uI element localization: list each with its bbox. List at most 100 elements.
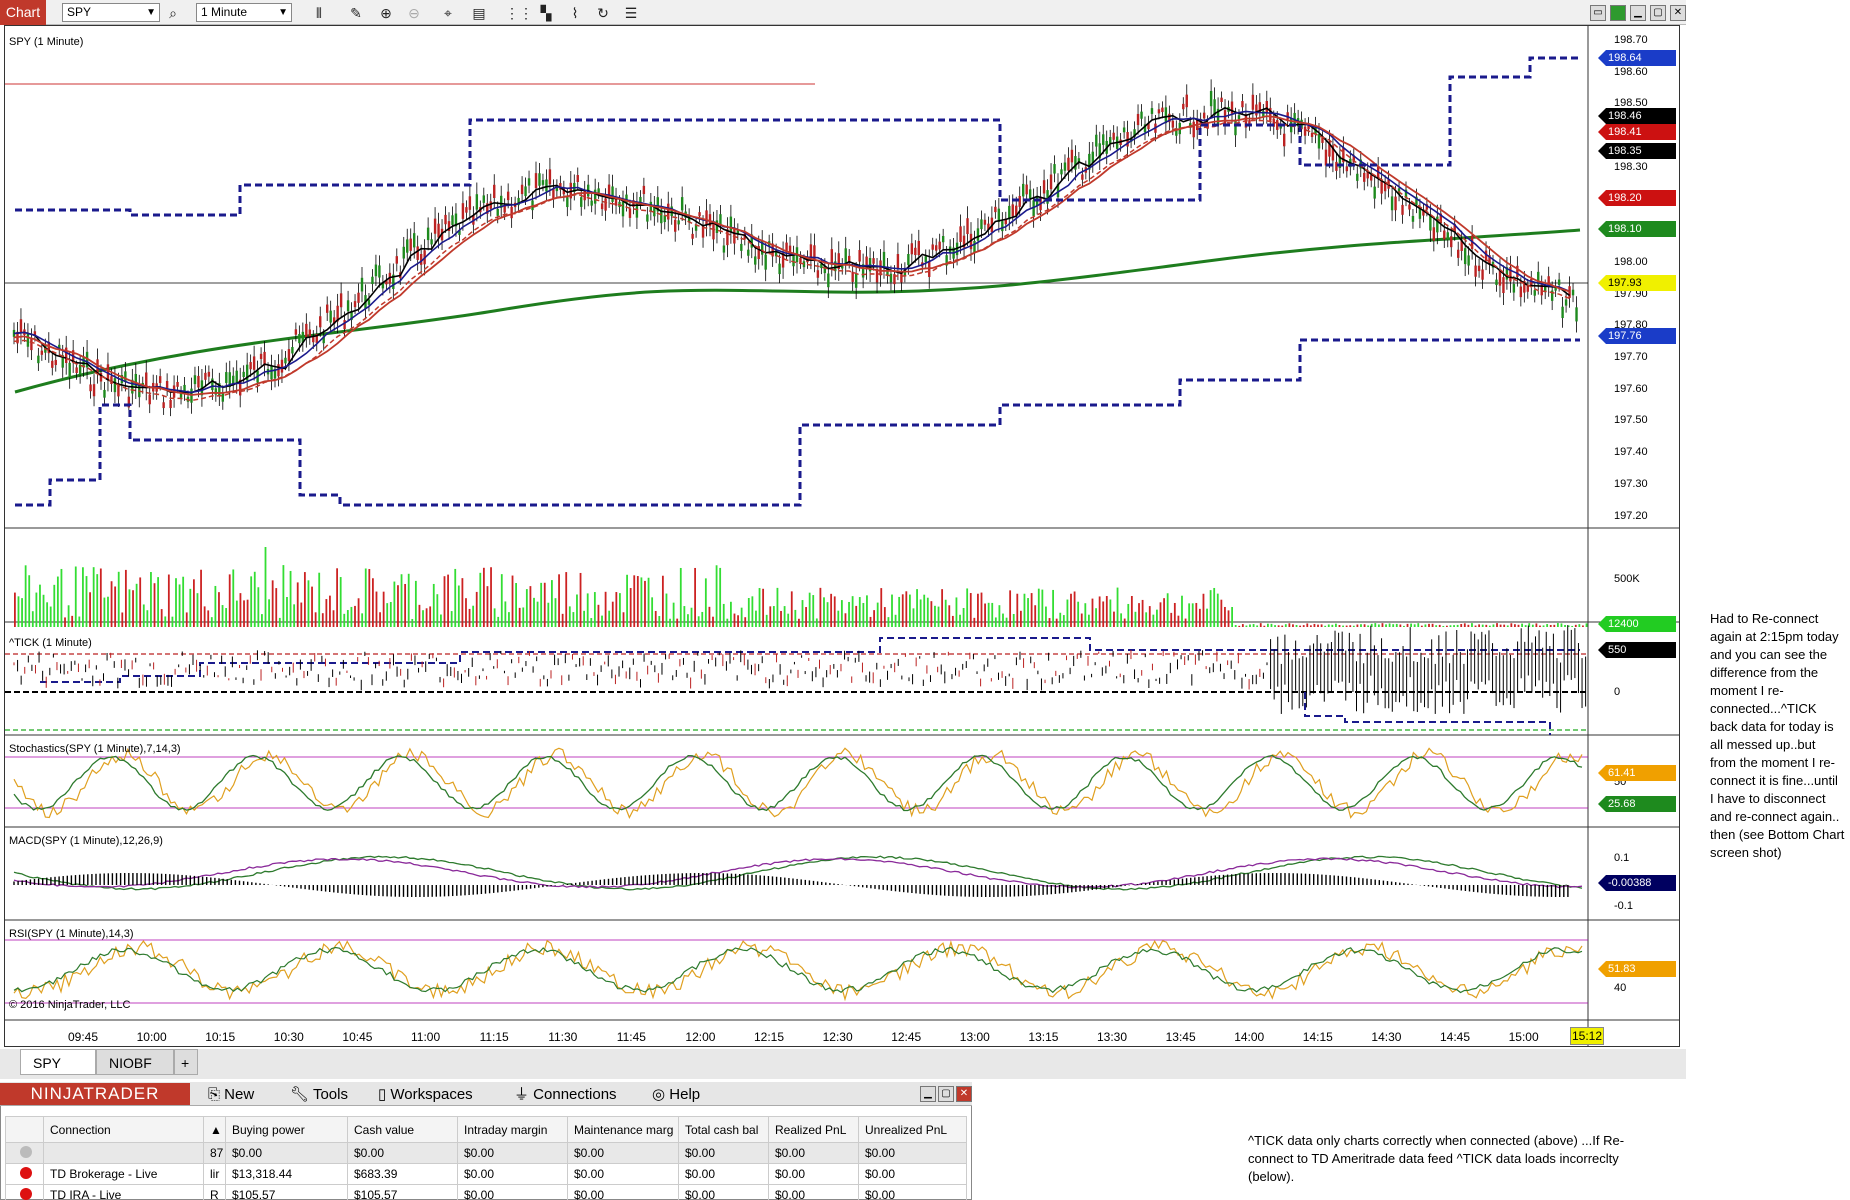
volume-bar [737, 615, 739, 627]
volume-bar [636, 576, 639, 627]
instrument-selector[interactable]: SPY ▼ [62, 3, 160, 22]
volume-bar [1113, 611, 1115, 627]
chart-window-tab[interactable]: Chart [0, 0, 46, 25]
volume-bar [189, 588, 192, 627]
menu-help[interactable]: ◎ Help [652, 1086, 701, 1103]
volume-bar [1030, 593, 1033, 627]
candle-body [656, 197, 659, 212]
volume-bar [1177, 615, 1180, 627]
candle-body [674, 219, 677, 232]
candle-body [1544, 286, 1547, 293]
volume-bar [733, 613, 736, 627]
volume-bar [203, 606, 206, 627]
zoom-out-icon[interactable]: ⊖ [408, 5, 420, 21]
menu-workspaces[interactable]: ▯ Workspaces [378, 1086, 473, 1103]
price-marker: 198.10 [1598, 221, 1676, 237]
volume-bar [1256, 625, 1259, 627]
bars-type-icon[interactable]: ⫴ [316, 5, 322, 21]
volume-bar [440, 614, 442, 627]
time-axis-label: 09:45 [68, 1030, 99, 1044]
candle-body [204, 372, 207, 380]
volume-bar [329, 595, 331, 627]
draw-icon[interactable]: ✎ [350, 5, 362, 21]
menu-tools[interactable]: 🔧︎ Tools [290, 1086, 348, 1103]
candle-body [1310, 132, 1314, 137]
candle-body [1463, 248, 1467, 265]
volume-bar [71, 615, 74, 627]
col-cash-value[interactable]: Cash value [347, 1116, 458, 1143]
crosshair-icon[interactable]: ⌖ [444, 5, 452, 21]
volume-bar [955, 597, 958, 627]
volume-bar [218, 592, 220, 627]
stoch-panel-title: Stochastics(SPY (1 Minute),7,14,3) [9, 743, 181, 755]
list-icon[interactable]: ☰ [624, 5, 638, 21]
table-row[interactable]: 87 $0.00 $0.00 $0.00 $0.00 $0.00 $0.00 $… [5, 1142, 967, 1164]
volume-bar [379, 612, 381, 627]
volume-bar [1485, 624, 1488, 627]
tab-niobf[interactable]: NIOBF [96, 1049, 174, 1075]
candle-body [99, 372, 103, 382]
candle-body [1133, 129, 1136, 137]
data-box-icon[interactable]: ▤ [472, 5, 486, 21]
interval-selector[interactable]: 1 Minute ▼ [196, 3, 292, 22]
candle-body [381, 282, 385, 289]
volume-bar [808, 592, 811, 627]
close-icon[interactable]: ✕ [956, 1086, 972, 1102]
col-unrealized-pnl[interactable]: Unrealized PnL [858, 1116, 967, 1143]
volume-bar [937, 606, 940, 627]
maximize-icon[interactable]: ▢ [938, 1086, 954, 1102]
volume-bar [128, 589, 131, 627]
candle-body [534, 173, 538, 189]
maximize-icon[interactable]: ▢ [1650, 5, 1666, 21]
price-marker: 198.20 [1598, 190, 1676, 206]
window-gray-button[interactable]: ▭ [1590, 5, 1606, 21]
volume-bar [185, 612, 188, 627]
volume-bar [608, 610, 611, 627]
minimize-icon[interactable]: ▁ [920, 1086, 936, 1102]
indicators-icon[interactable]: ⌇ [571, 5, 579, 21]
candle-body [332, 317, 336, 324]
zoom-in-icon[interactable]: ⊕ [380, 5, 392, 21]
candle-body [962, 235, 966, 248]
table-row[interactable]: TD IRA - Live R $105.57 $105.57 $0.00 $0… [5, 1184, 967, 1200]
candle-body [677, 220, 680, 225]
candle-body [1122, 127, 1126, 133]
candle-body [371, 276, 374, 285]
col-connection[interactable]: Connection [43, 1116, 204, 1143]
table-row[interactable]: TD Brokerage - Live lir $13,318.44 $683.… [5, 1163, 967, 1185]
candle-body [834, 261, 837, 272]
volume-bar [411, 618, 414, 627]
volume-bar [590, 618, 593, 627]
candle-body [1439, 213, 1442, 224]
candle-body [218, 383, 221, 396]
menu-connections[interactable]: ⏚ Connections [514, 1086, 617, 1103]
volume-bar [901, 594, 904, 627]
col-intraday-margin[interactable]: Intraday margin [457, 1116, 568, 1143]
window-green-button[interactable] [1610, 5, 1626, 21]
reload-icon[interactable]: ↻ [597, 5, 609, 21]
volume-bar [1073, 591, 1076, 627]
candle-body [1081, 174, 1084, 180]
volume-bar [1302, 625, 1305, 627]
menu-new[interactable]: ⎘ New [208, 1086, 255, 1103]
minimize-icon[interactable]: ▁ [1630, 5, 1646, 21]
strategies-icon[interactable]: ▚ [540, 5, 552, 21]
close-icon[interactable]: ✕ [1670, 5, 1686, 21]
col-maintenance-margin[interactable]: Maintenance marg [567, 1116, 679, 1143]
col-total-cash[interactable]: Total cash bal [678, 1116, 769, 1143]
volume-bar [869, 616, 872, 627]
volume-bar [604, 591, 607, 627]
candle-body [162, 402, 165, 409]
volume-bar [1241, 624, 1244, 627]
volume-bar [121, 612, 124, 627]
tab-spy[interactable]: SPY [20, 1049, 96, 1075]
volume-bar [1317, 624, 1319, 627]
volume-bars [14, 547, 1588, 627]
add-tab-button[interactable]: + [174, 1049, 198, 1075]
col-buying-power[interactable]: Buying power [225, 1116, 348, 1143]
candle-body [1505, 267, 1509, 280]
candle-body [1004, 218, 1007, 225]
search-icon[interactable]: ⌕ [169, 5, 177, 21]
col-sort[interactable]: ▲ [203, 1116, 226, 1143]
col-realized-pnl[interactable]: Realized PnL [768, 1116, 859, 1143]
